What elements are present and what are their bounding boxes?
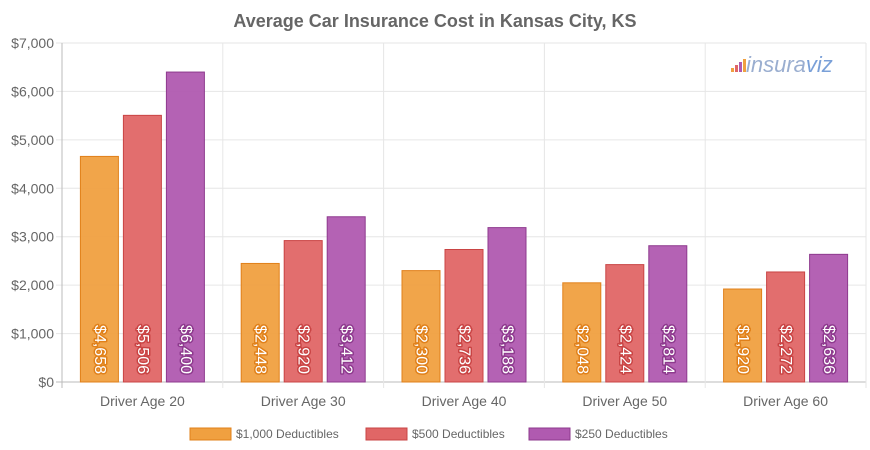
svg-text:insuraviz: insuraviz (746, 52, 833, 77)
bars (79, 71, 849, 383)
legend-swatch (528, 427, 571, 441)
bar (122, 114, 162, 383)
bar-value-label: $2,448 (252, 325, 269, 374)
logo-bar (739, 62, 742, 72)
logo-bar (735, 65, 738, 72)
bar (562, 282, 602, 383)
bar-value-label: $1,920 (734, 325, 751, 374)
bar (240, 262, 280, 383)
x-axis: Driver Age 20 Driver Age 30 Driver Age 40 D… (100, 393, 828, 409)
bar (79, 155, 119, 383)
bar (648, 245, 688, 383)
y-tick-label: $2,000 (11, 277, 54, 293)
legend-label: $250 Deductibles (575, 427, 668, 441)
bar-labels: $4,658 $2,448 $2,300 $2,048 $1,920 $5,506 $2,9… (89, 324, 838, 376)
bar (487, 227, 527, 383)
bar (401, 270, 441, 383)
bar-value-label: $2,300 (413, 325, 430, 374)
legend-swatch (365, 427, 408, 441)
bar-value-label: $2,424 (616, 325, 633, 374)
x-tick-label: Driver Age 50 (582, 393, 667, 409)
y-tick-label: $6,000 (11, 83, 54, 99)
bar-value-label: $6,400 (177, 325, 194, 374)
logo-text-accent: viz (806, 52, 833, 77)
bar-value-label: $3,188 (499, 325, 516, 374)
legend-label: $500 Deductibles (412, 427, 505, 441)
bar-value-label: $5,506 (134, 325, 151, 374)
bar-value-label: $2,272 (777, 325, 794, 374)
y-tick-label: $4,000 (11, 180, 54, 196)
y-tick-label: $3,000 (11, 229, 54, 245)
bar-value-label: $2,814 (659, 325, 676, 374)
x-tick-label: Driver Age 40 (422, 393, 507, 409)
bar-value-label: $2,736 (456, 325, 473, 374)
legend-label: $1,000 Deductibles (236, 427, 339, 441)
x-tick-label: Driver Age 60 (743, 393, 828, 409)
logo-bar (731, 68, 734, 72)
bar-value-label: $4,658 (91, 325, 108, 374)
bar-value-label: $3,412 (338, 325, 355, 374)
bar (165, 71, 205, 383)
y-tick-label: $5,000 (11, 132, 54, 148)
legend-swatch (189, 427, 232, 441)
bar (326, 216, 366, 383)
insuraviz-logo: insuraviz (731, 52, 833, 77)
logo-text-main: insura (746, 52, 806, 77)
y-tick-label: $1,000 (11, 326, 54, 342)
bar (444, 248, 484, 383)
bar (766, 271, 806, 383)
bar (605, 264, 645, 383)
bar (723, 288, 763, 383)
x-tick-label: Driver Age 20 (100, 393, 185, 409)
x-tick-label: Driver Age 30 (261, 393, 346, 409)
y-axis: $0 $1,000 $2,000 $3,000 $4,000 $5,000 $6,000 $7… (11, 35, 54, 390)
bar (283, 240, 323, 383)
bar (809, 253, 849, 383)
bar-value-label: $2,920 (295, 325, 312, 374)
y-tick-label: $0 (38, 374, 54, 390)
legend: $1,000 Deductibles $500 Deductibles $250 D… (189, 427, 668, 441)
y-tick-label: $7,000 (11, 35, 54, 51)
bar-value-label: $2,048 (573, 325, 590, 374)
chart-title: Average Car Insurance Cost in Kansas Cit… (233, 11, 636, 31)
bar-value-label: $2,636 (820, 325, 837, 374)
logo-bar (743, 59, 746, 72)
